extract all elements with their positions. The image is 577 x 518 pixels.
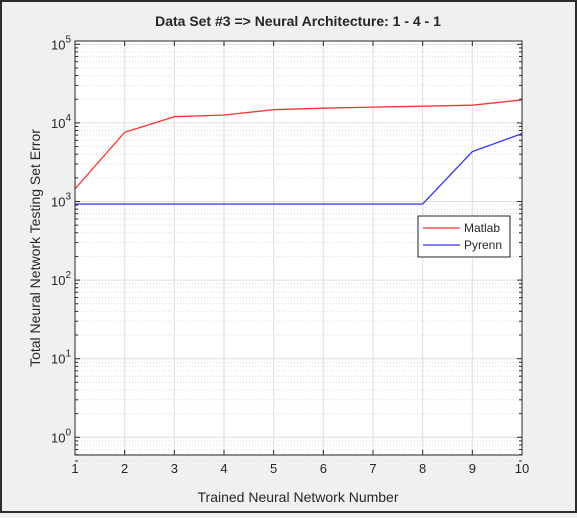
x-tick-label: 9	[469, 461, 476, 476]
x-tick-label: 8	[419, 461, 426, 476]
window-border-bottom	[0, 511, 577, 513]
x-tick-label: 5	[270, 461, 277, 476]
y-tick-label: 101	[51, 349, 71, 367]
y-tick-labels: 100 101 102 103 104 105	[51, 34, 71, 445]
x-tick-label: 6	[320, 461, 327, 476]
x-tick-label: 7	[369, 461, 376, 476]
y-tick-label: 105	[51, 34, 71, 52]
y-axis-label: Total Neural Network Testing Set Error	[27, 129, 43, 367]
series-layer	[74, 99, 523, 205]
series-line-matlab	[74, 99, 523, 190]
tick-marks	[74, 41, 523, 462]
legend: Matlab Pyrenn	[417, 215, 511, 258]
x-tick-label: 1	[71, 461, 78, 476]
chart-title: Data Set #3 => Neural Architecture: 1 - …	[155, 13, 441, 29]
x-tick-label: 10	[515, 461, 529, 476]
y-tick-label: 102	[51, 270, 71, 288]
legend-box	[417, 215, 511, 258]
legend-label-pyrenn: Pyrenn	[464, 238, 502, 252]
x-tick-label: 3	[171, 461, 178, 476]
y-tick-label: 100	[51, 427, 71, 445]
plot-frame	[74, 40, 523, 456]
window-border-right	[575, 0, 577, 513]
legend-label-matlab: Matlab	[464, 221, 500, 235]
x-tick-labels: 1 2 3 4 5 6 7 8 9 10	[71, 461, 529, 476]
series-line-pyrenn	[75, 132, 523, 205]
window-border-top	[0, 0, 577, 2]
x-tick-label: 2	[121, 461, 128, 476]
window-border-left	[0, 0, 2, 513]
x-axis-label: Trained Neural Network Number	[198, 489, 399, 505]
x-tick-label: 4	[220, 461, 227, 476]
y-tick-label: 103	[51, 192, 71, 210]
y-tick-label: 104	[51, 113, 71, 131]
